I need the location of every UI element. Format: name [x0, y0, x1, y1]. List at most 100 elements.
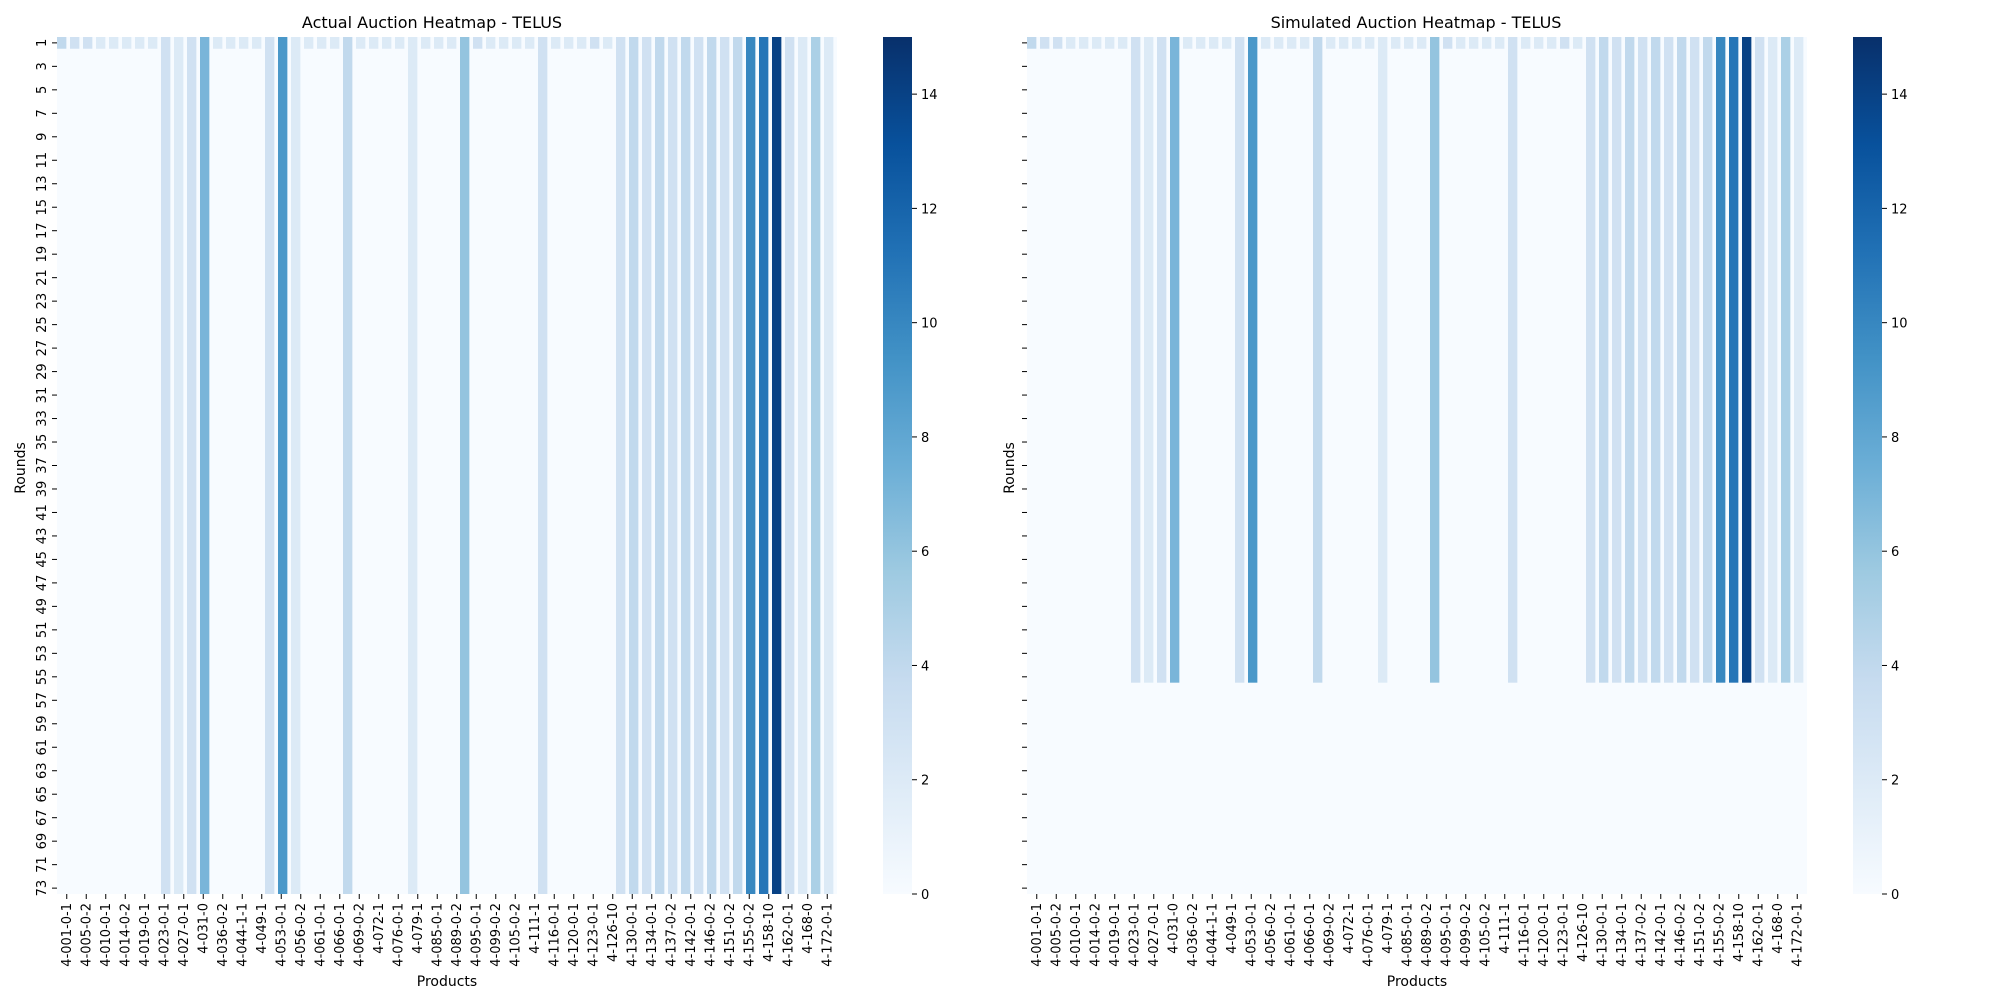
heatmap-cell — [434, 37, 444, 49]
x-tick-label: 4-095-0-1 — [469, 903, 484, 967]
heatmap-cell — [1456, 37, 1466, 49]
x-tick-label: 4-053-0-1 — [1244, 903, 1259, 967]
x-tick-label: 4-085-0-1 — [430, 903, 445, 967]
x-tick-label: 4-158-10 — [762, 903, 777, 962]
heatmap-cell — [265, 37, 275, 894]
y-tick-label: 49 — [35, 598, 50, 615]
heatmap-cell — [1209, 37, 1219, 49]
x-tick-label: 4-085-0-1 — [1400, 903, 1415, 967]
colorbar-tick-label: 10 — [921, 317, 938, 332]
x-tick-label: 4-023-0-1 — [157, 903, 172, 967]
heatmap-cell — [629, 37, 639, 894]
x-tick-label: 4-053-0-1 — [274, 903, 289, 967]
heatmap-cell — [811, 37, 821, 894]
heatmap-cell — [551, 37, 561, 49]
x-tick-label: 4-072-1 — [372, 903, 387, 954]
heatmap-cell — [1144, 37, 1154, 683]
colorbar-tick-label: 12 — [921, 202, 938, 217]
x-tick-label: 4-111-1 — [1498, 903, 1513, 954]
y-tick-label: 19 — [35, 246, 50, 263]
colorbar[interactable]: 0 2 4 6 8 10 12 14 — [1853, 37, 1908, 903]
colorbar-tick-label: 0 — [921, 888, 929, 903]
heatmap-cell — [421, 37, 431, 49]
y-tick-label: 29 — [35, 363, 50, 380]
x-tick-label: 4-079-1 — [411, 903, 426, 954]
x-tick-label: 4-105-0-2 — [508, 903, 523, 967]
y-tick-label: 65 — [35, 786, 50, 803]
x-tick-label: 4-168-0 — [1771, 903, 1786, 954]
heatmap-cell — [70, 37, 80, 49]
x-tick-label: 4-031-0 — [196, 903, 211, 954]
y-axis-label: Rounds — [13, 442, 29, 494]
heatmap-cell — [1794, 37, 1804, 683]
heatmap-cell — [57, 37, 67, 49]
heatmap-cell — [1599, 37, 1609, 683]
heatmap-cell — [447, 37, 457, 49]
heatmap-cell — [1079, 37, 1089, 49]
heatmap-cell — [707, 37, 717, 894]
y-tick-label: 67 — [35, 809, 50, 826]
y-tick-label: 53 — [35, 645, 50, 662]
colorbar-tick-label: 0 — [1891, 888, 1899, 903]
heatmap-cell — [1274, 37, 1284, 49]
heatmap-cell — [278, 37, 288, 894]
heatmap-cell — [1235, 37, 1245, 683]
heatmap-cell — [1157, 37, 1167, 683]
colorbar-tick-label: 14 — [921, 88, 938, 103]
x-tick-label: 4-151-0-2 — [1693, 903, 1708, 967]
y-tick-label: 37 — [35, 457, 50, 474]
y-tick-label: 9 — [35, 133, 50, 141]
y-tick-label: 45 — [35, 551, 50, 568]
heatmap-cell — [1222, 37, 1232, 49]
x-tick-label: 4-123-0-1 — [1556, 903, 1571, 967]
x-tick-label: 4-036-0-2 — [1186, 903, 1201, 967]
y-tick-label: 61 — [35, 739, 50, 756]
heatmap-cell — [460, 37, 470, 894]
y-tick-label: 21 — [35, 269, 50, 286]
heatmap-cell — [1677, 37, 1687, 683]
x-tick-label: 4-005-0-2 — [1049, 903, 1064, 967]
heatmap-cell — [239, 37, 249, 49]
x-tick-label: 4-099-0-2 — [1459, 903, 1474, 967]
heatmap-cell — [408, 37, 418, 894]
x-tick-label: 4-151-0-2 — [723, 903, 738, 967]
heatmap-cell — [291, 37, 301, 894]
colorbar-ticks: 0 2 4 6 8 10 12 14 — [912, 88, 938, 903]
heatmap-cell — [1651, 37, 1661, 683]
colorbar-tick-label: 2 — [921, 774, 929, 789]
heatmap-cell — [122, 37, 132, 49]
x-tick-label: 4-056-0-2 — [1264, 903, 1279, 967]
heatmap-cell — [785, 37, 795, 894]
heatmap-cell — [1573, 37, 1583, 49]
heatmap-cell — [577, 37, 587, 49]
y-tick-label: 47 — [35, 575, 50, 592]
heatmap-cell — [1183, 37, 1193, 49]
chart-title: Actual Auction Heatmap - TELUS — [302, 13, 562, 32]
x-tick-label: 4-044-1-1 — [235, 903, 250, 967]
y-tick-label: 41 — [35, 504, 50, 521]
heatmap-cell — [499, 37, 509, 49]
x-tick-label: 4-126-10 — [606, 903, 621, 962]
x-tick-label: 4-142-0-1 — [684, 903, 699, 967]
x-tick-label: 4-142-0-1 — [1654, 903, 1669, 967]
heatmap-cell — [1755, 37, 1765, 683]
x-tick-label: 4-019-0-1 — [1108, 903, 1123, 967]
y-tick-label: 71 — [35, 856, 50, 873]
heatmap-cell — [1703, 37, 1713, 683]
heatmap-cell — [824, 37, 834, 894]
heatmap-cell — [1404, 37, 1414, 49]
y-tick-label: 59 — [35, 716, 50, 733]
y-axis-label: Rounds — [1002, 442, 1018, 494]
colorbar-tick-label: 10 — [1891, 317, 1908, 332]
heatmap-cell — [1638, 37, 1648, 683]
x-tick-label: 4-134-0-1 — [1615, 903, 1630, 967]
heatmap-cell — [174, 37, 184, 894]
heatmap-cell — [616, 37, 626, 894]
y-tick-label: 5 — [35, 86, 50, 94]
colorbar[interactable]: 0 2 4 6 8 10 12 14 — [883, 37, 938, 903]
heatmap-cell — [369, 37, 379, 49]
x-tick-label: 4-172-0-1 — [1790, 903, 1805, 967]
y-tick-label: 23 — [35, 293, 50, 310]
heatmap-cell — [83, 37, 93, 49]
